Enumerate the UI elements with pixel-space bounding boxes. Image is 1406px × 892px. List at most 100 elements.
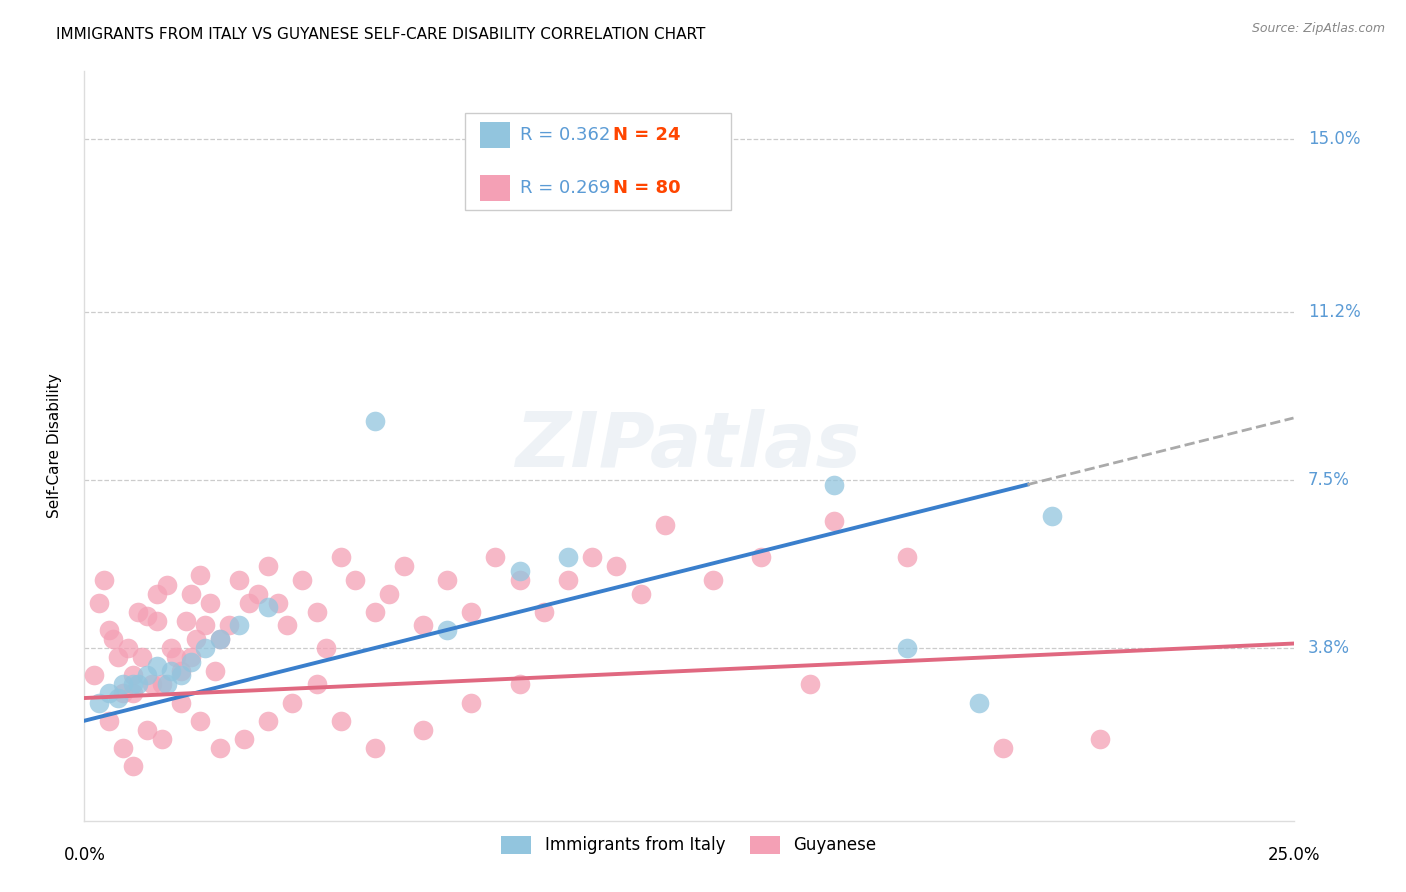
Point: [107, 691, 129, 706]
Point: [174, 614, 197, 628]
Text: 11.2%: 11.2%: [1308, 303, 1361, 321]
Text: 15.0%: 15.0%: [1308, 130, 1361, 148]
Point: [363, 414, 385, 428]
Point: [121, 686, 143, 700]
Point: [112, 741, 135, 756]
Point: [97, 714, 120, 728]
Point: [363, 605, 385, 619]
Point: [291, 573, 314, 587]
Point: [281, 696, 304, 710]
Point: [208, 741, 231, 756]
FancyBboxPatch shape: [479, 175, 510, 201]
Point: [557, 550, 579, 565]
Point: [136, 723, 159, 737]
Point: [204, 664, 226, 678]
Point: [208, 632, 231, 646]
Point: [329, 714, 352, 728]
Point: [190, 568, 212, 582]
Point: [436, 573, 458, 587]
Text: N = 80: N = 80: [613, 179, 681, 197]
Point: [799, 677, 821, 691]
Text: 7.5%: 7.5%: [1308, 471, 1350, 489]
Point: [194, 618, 217, 632]
Point: [228, 618, 250, 632]
Text: Self-Care Disability: Self-Care Disability: [46, 374, 62, 518]
Point: [97, 623, 120, 637]
Point: [93, 573, 115, 587]
Point: [87, 596, 110, 610]
Point: [233, 731, 256, 746]
Text: 25.0%: 25.0%: [1267, 846, 1320, 863]
Point: [141, 677, 163, 691]
Point: [329, 550, 352, 565]
Point: [509, 677, 531, 691]
Point: [412, 723, 434, 737]
Point: [155, 577, 177, 591]
Point: [121, 759, 143, 773]
Point: [180, 586, 202, 600]
Point: [121, 677, 143, 691]
FancyBboxPatch shape: [479, 121, 510, 148]
Point: [160, 664, 183, 678]
Point: [436, 623, 458, 637]
Point: [460, 696, 482, 710]
Point: [276, 618, 298, 632]
Point: [150, 677, 173, 691]
Point: [184, 632, 207, 646]
Text: IMMIGRANTS FROM ITALY VS GUYANESE SELF-CARE DISABILITY CORRELATION CHART: IMMIGRANTS FROM ITALY VS GUYANESE SELF-C…: [56, 27, 706, 42]
Point: [533, 605, 555, 619]
Point: [180, 650, 202, 665]
Point: [160, 641, 183, 656]
Point: [208, 632, 231, 646]
Text: ZIPatlas: ZIPatlas: [516, 409, 862, 483]
Point: [112, 677, 135, 691]
Point: [460, 605, 482, 619]
Point: [257, 559, 280, 574]
Point: [1088, 731, 1111, 746]
Point: [97, 686, 120, 700]
Text: 0.0%: 0.0%: [63, 846, 105, 863]
Point: [238, 596, 260, 610]
Point: [509, 564, 531, 578]
Legend: Immigrants from Italy, Guyanese: Immigrants from Italy, Guyanese: [495, 829, 883, 861]
Text: R = 0.362: R = 0.362: [520, 126, 610, 144]
Point: [751, 550, 773, 565]
Point: [823, 477, 845, 491]
Point: [190, 714, 212, 728]
Point: [412, 618, 434, 632]
Point: [218, 618, 240, 632]
Point: [1040, 509, 1063, 524]
Point: [557, 573, 579, 587]
Point: [702, 573, 724, 587]
Point: [896, 550, 918, 565]
Point: [257, 714, 280, 728]
FancyBboxPatch shape: [465, 112, 731, 210]
Point: [136, 668, 159, 682]
Point: [117, 641, 139, 656]
Point: [83, 668, 105, 682]
Point: [605, 559, 627, 574]
Point: [170, 664, 193, 678]
Point: [103, 632, 125, 646]
Point: [170, 668, 193, 682]
Point: [484, 550, 506, 565]
Point: [896, 641, 918, 656]
Text: Source: ZipAtlas.com: Source: ZipAtlas.com: [1251, 22, 1385, 36]
Point: [654, 518, 676, 533]
Point: [87, 696, 110, 710]
Point: [198, 596, 221, 610]
Point: [150, 731, 173, 746]
Point: [305, 605, 328, 619]
Text: N = 24: N = 24: [613, 126, 681, 144]
Point: [127, 605, 149, 619]
Point: [378, 586, 401, 600]
Point: [247, 586, 270, 600]
Point: [509, 573, 531, 587]
Point: [993, 741, 1015, 756]
Point: [305, 677, 328, 691]
Point: [170, 696, 193, 710]
Point: [107, 650, 129, 665]
Point: [121, 668, 143, 682]
Point: [131, 650, 153, 665]
Point: [127, 677, 149, 691]
